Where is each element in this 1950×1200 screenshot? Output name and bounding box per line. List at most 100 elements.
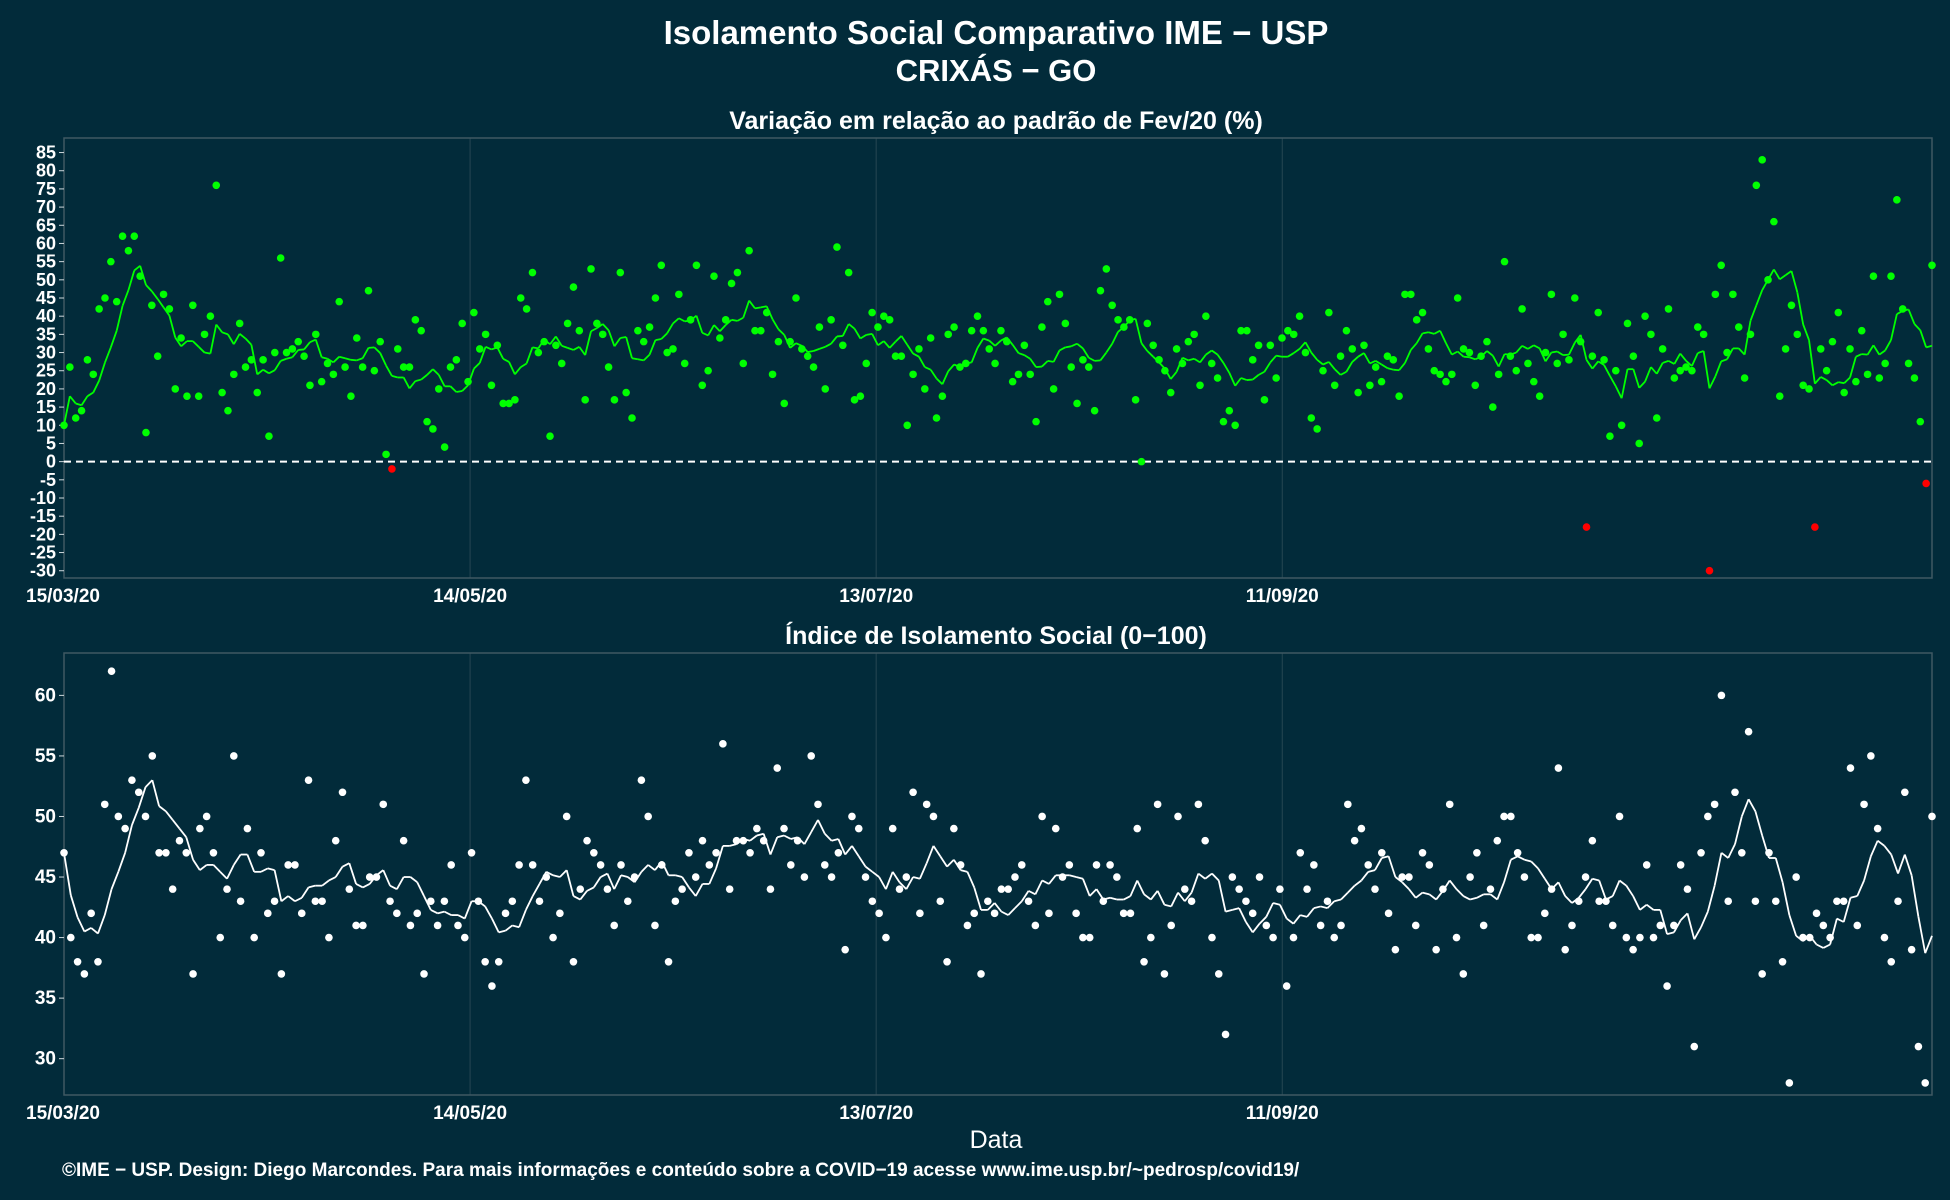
moving-average-segment (1014, 900, 1023, 909)
data-point (868, 897, 877, 906)
data-point (270, 897, 279, 906)
y-tick-label: 25 (36, 361, 56, 381)
data-point (1518, 305, 1526, 313)
moving-average-segment (321, 356, 328, 360)
data-point (516, 294, 525, 302)
plot-frame (63, 652, 1933, 1096)
y-tick-label: -5 (40, 470, 56, 490)
data-point (1656, 921, 1665, 930)
moving-average-segment (688, 886, 697, 897)
moving-average-segment (502, 357, 510, 363)
data-point (112, 297, 121, 306)
moving-average-segment (1381, 855, 1389, 859)
data-point (1853, 921, 1862, 930)
moving-average-segment (939, 855, 948, 868)
moving-average-segment (1496, 881, 1505, 900)
moving-average-segment (1469, 896, 1478, 901)
data-point (1248, 356, 1257, 364)
data-point (1178, 359, 1187, 368)
data-point (347, 392, 355, 400)
moving-average-segment (1052, 350, 1061, 363)
data-point (206, 312, 215, 320)
data-point (1439, 885, 1447, 893)
moving-average-segment (198, 346, 206, 354)
moving-average-segment (1870, 840, 1879, 857)
data-point (189, 970, 197, 978)
moving-average-segment (1910, 875, 1920, 917)
moving-average-segment (824, 342, 832, 348)
moving-average-segment (1785, 270, 1792, 276)
moving-average-segment (1890, 854, 1899, 874)
y-tick-label: 35 (35, 988, 57, 1009)
data-point (1846, 764, 1855, 772)
moving-average-segment (1788, 914, 1798, 937)
moving-average-segment (109, 330, 118, 348)
data-point (576, 885, 585, 893)
data-point (1635, 439, 1644, 448)
data-point (991, 359, 999, 368)
data-point (1316, 921, 1325, 930)
panel-1-title: Variação em relação ao padrão de Fev/20 … (729, 107, 1263, 135)
moving-average-segment (912, 352, 920, 358)
x-axis-label: Data (970, 1126, 1023, 1154)
data-point (1805, 385, 1813, 393)
moving-average-segment (777, 328, 785, 336)
moving-average-segment (368, 346, 375, 349)
moving-average-segment (233, 854, 242, 866)
data-point (493, 341, 502, 350)
moving-average-segment (423, 895, 432, 911)
data-point (1407, 290, 1415, 299)
moving-average-segment (1510, 855, 1519, 861)
data-point (440, 897, 449, 906)
data-point (1663, 982, 1671, 990)
data-point (1401, 290, 1409, 299)
moving-average-segment (851, 845, 860, 857)
moving-average-segment (593, 876, 602, 888)
moving-average-segment (1433, 329, 1441, 335)
data-point (121, 824, 129, 833)
moving-average-segment (416, 881, 425, 897)
data-point (1181, 885, 1189, 893)
data-point (1235, 885, 1243, 893)
data-point (1051, 824, 1060, 833)
moving-average-segment (1404, 349, 1412, 364)
data-point (1734, 323, 1743, 331)
moving-average-segment (578, 346, 586, 356)
moving-average-segment (362, 883, 371, 889)
y-tick-label: 40 (36, 306, 56, 326)
data-point (1641, 312, 1649, 320)
data-point (1243, 326, 1251, 335)
data-point (276, 254, 285, 262)
moving-average-segment (1381, 363, 1388, 369)
data-point (569, 957, 578, 966)
data-point (386, 897, 394, 906)
data-point (1916, 417, 1925, 426)
data-point (508, 897, 517, 906)
data-point (1649, 933, 1658, 942)
moving-average-segment (1451, 350, 1459, 356)
moving-average-segment (1720, 852, 1729, 859)
data-point (985, 345, 994, 353)
x-tick-label: 13/07/20 (839, 586, 913, 607)
data-point (522, 776, 530, 784)
data-point (168, 885, 177, 893)
moving-average-segment (1842, 897, 1852, 923)
data-point (376, 337, 385, 346)
data-point (1840, 388, 1848, 397)
y-tick-label: -25 (30, 543, 56, 563)
moving-average-segment (1216, 354, 1225, 364)
data-point (1452, 933, 1461, 942)
data-point (148, 301, 156, 310)
data-point (1196, 381, 1204, 390)
data-point (841, 945, 849, 954)
data-point (399, 836, 408, 845)
moving-average-segment (1252, 923, 1261, 933)
moving-average-segment (1028, 890, 1036, 896)
moving-average-segment (606, 873, 616, 890)
data-point (932, 414, 941, 422)
data-point (630, 873, 639, 881)
data-point (1160, 970, 1169, 978)
data-point (1581, 873, 1590, 881)
data-point (1705, 566, 1714, 575)
data-point (882, 933, 890, 942)
